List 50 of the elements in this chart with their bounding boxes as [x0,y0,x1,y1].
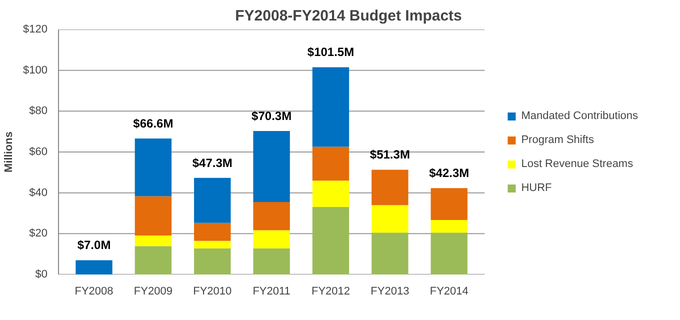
y-tick-label: $0 [35,268,48,280]
y-tick-label: $20 [29,228,48,240]
total-label: $7.0M [77,238,111,252]
bar [194,240,231,248]
x-tick-label: FY2013 [370,286,410,298]
bar [194,222,231,241]
legend-label: Program Shifts [521,134,594,146]
bar [194,178,231,223]
y-axis-title: Millions [3,132,16,172]
bar [430,220,468,233]
x-tick-label: FY2014 [430,286,468,298]
bar [134,236,172,246]
bar [372,170,408,206]
bar [312,206,350,274]
total-label: $42.3M [429,166,470,180]
bar [194,248,231,274]
bar [76,260,112,274]
legend-label: Mandated Contributions [521,110,638,122]
bar [372,205,408,233]
y-tick-label: $40 [29,186,48,199]
bar [312,146,350,181]
y-tick-label: $80 [29,105,48,118]
x-tick-label: FY2011 [252,286,290,298]
total-label: $70.3M [252,108,292,123]
bar [430,232,468,274]
chart-title: FY2008-FY2014 Budget Impacts [235,8,462,24]
bar [253,248,290,274]
legend-label: HURF [521,182,552,194]
y-tick-label: $100 [23,64,48,76]
bar [253,230,290,248]
x-tick-label: FY2012 [311,286,350,298]
bar [253,130,290,202]
bar [430,188,468,220]
bar [134,138,172,196]
y-tick-label: $120 [23,24,48,36]
x-tick-label: FY2009 [134,286,172,298]
total-label: $47.3M [192,156,232,170]
total-label: $51.3M [370,148,410,162]
bar [372,232,408,274]
x-tick-label: FY2010 [193,286,232,298]
x-tick-label: FY2008 [74,286,114,298]
legend-label: Lost Revenue Streams [521,158,634,170]
y-tick-label: $60 [29,146,48,158]
total-label: $101.5M [307,45,354,60]
bar [312,67,350,147]
total-label: $66.6M [133,116,174,130]
bar [312,180,350,207]
bar [253,202,290,230]
bar [134,246,172,274]
bar [134,196,172,236]
